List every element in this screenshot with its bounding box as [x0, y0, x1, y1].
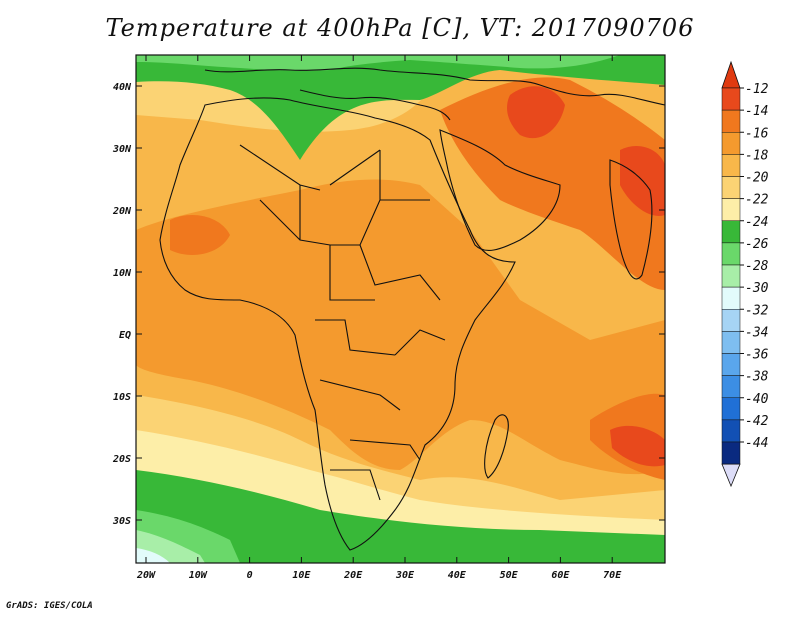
colorbar-label: -12 — [745, 82, 769, 97]
colorbar-top-cap — [721, 60, 741, 89]
arabia-coastline — [439, 129, 561, 251]
map-frame — [135, 54, 666, 564]
colorbar-swatch — [721, 441, 741, 465]
colorbar-swatch — [721, 87, 741, 111]
colorbar-swatch — [721, 242, 741, 266]
lon-tick-label: 10W — [189, 570, 208, 581]
colorbar: -12 -14 -16 -18 -20 -22 -24 -26 -28 -30 -32 -34 -36 -… — [721, 60, 769, 488]
colorbar-label: -32 — [745, 303, 769, 318]
field-band-24-north — [136, 55, 665, 160]
colorbar-swatch — [721, 286, 741, 310]
lat-tick-label: 40N — [113, 82, 132, 93]
temperature-field — [136, 55, 665, 563]
colorbar-swatch — [721, 375, 741, 398]
colorbar-swatch — [721, 154, 741, 177]
colorbar-swatch — [721, 331, 741, 354]
colorbar-swatch — [721, 419, 741, 443]
lon-tick-label: 10E — [292, 570, 311, 581]
lon-tick-label: 20E — [343, 570, 363, 581]
colorbar-label: -18 — [745, 148, 769, 163]
lon-tick-label: 30E — [395, 570, 415, 581]
colorbar-swatch — [721, 176, 741, 199]
india-coastline — [609, 159, 653, 280]
africa-coastline — [159, 97, 516, 551]
colorbar-label: -14 — [745, 104, 768, 119]
colorbar-label: -20 — [745, 171, 769, 186]
grads-credit: GrADS: IGES/COLA — [6, 601, 93, 611]
colorbar-label: -38 — [745, 370, 769, 385]
field-band-16-west — [136, 179, 665, 475]
colorbar-label: -26 — [745, 237, 769, 252]
colorbar-swatch — [721, 353, 741, 376]
lat-tick-label: 10N — [113, 268, 132, 279]
colorbar-label: -28 — [745, 259, 769, 274]
lon-tick-label: 60E — [551, 570, 570, 581]
coastlines — [159, 67, 665, 551]
lat-tick-label: 20N — [112, 206, 132, 217]
colorbar-label: -44 — [745, 436, 768, 451]
colorbar-swatch — [721, 198, 741, 221]
lat-tick-label: 10S — [113, 392, 131, 403]
colorbar-swatch — [721, 264, 741, 288]
lat-tick-label: 30N — [112, 144, 132, 155]
colorbar-label: -36 — [745, 348, 769, 363]
lon-tick-label: 50E — [500, 570, 519, 581]
colorbar-label: -30 — [745, 281, 769, 296]
colorbar-label: -22 — [745, 193, 769, 208]
country-borders-north — [239, 144, 441, 301]
colorbar-label: -42 — [745, 414, 769, 429]
field-band-14-arabia — [440, 77, 665, 290]
country-borders-south — [315, 319, 446, 501]
field-band-12-iran — [507, 86, 565, 139]
field-band-12-se — [610, 425, 665, 467]
colorbar-label: -40 — [745, 392, 769, 407]
colorbar-swatch — [721, 220, 741, 244]
field-band-26-north — [136, 55, 620, 71]
lon-tick-label: 0 — [247, 570, 253, 581]
colorbar-bottom-cap — [721, 463, 741, 488]
colorbar-label: -24 — [745, 215, 768, 230]
lat-tick-label: EQ — [119, 330, 131, 341]
chart-title: Temperature at 400hPa [C], VT: 201709070… — [105, 14, 695, 42]
lat-tick-label: 20S — [112, 454, 131, 465]
madagascar-coastline — [484, 414, 509, 479]
field-band-24-south — [136, 470, 665, 563]
colorbar-label: -34 — [745, 325, 768, 340]
field-band-14-sahara — [170, 215, 230, 255]
lon-tick-label: 70E — [603, 570, 622, 581]
lat-tick-label: 30S — [112, 516, 131, 527]
lat-axis: 40N 30N 20N 10N EQ 10S 20S 30S — [112, 82, 665, 527]
colorbar-swatch — [721, 309, 741, 332]
colorbar-swatch — [721, 397, 741, 421]
lon-tick-label: 40E — [448, 570, 467, 581]
colorbar-swatch — [721, 109, 741, 133]
mediterranean-coastline — [299, 89, 451, 121]
lon-axis: 20W 10W 0 10E 20E 30E 40E 50E 60E 70E — [136, 55, 622, 581]
colorbar-swatch — [721, 132, 741, 155]
lon-tick-label: 20W — [136, 570, 156, 581]
colorbar-label: -16 — [745, 126, 769, 141]
europe-coastline — [204, 67, 665, 106]
field-band-30-south — [136, 548, 170, 563]
